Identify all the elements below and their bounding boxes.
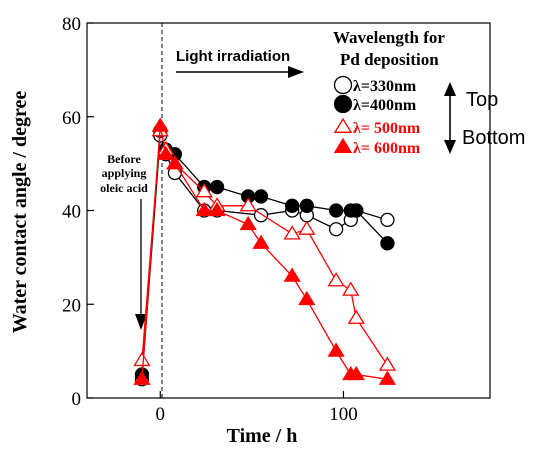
data-point xyxy=(208,201,226,217)
data-point xyxy=(151,117,169,132)
data-point xyxy=(239,197,257,212)
x-ticks: 0 100 xyxy=(156,391,358,425)
legend-title-line-2: Pd deposition xyxy=(340,50,439,69)
before-label-line-1: Before xyxy=(107,152,141,166)
data-point xyxy=(195,183,213,198)
x-axis-label: Time / h xyxy=(227,425,298,447)
x-tick-label: 100 xyxy=(329,404,358,425)
legend: Wavelength for Pd deposition λ=330nm λ=40… xyxy=(333,28,525,157)
order-label-top: Top xyxy=(466,89,498,111)
legend-marker xyxy=(333,75,353,95)
data-point xyxy=(380,212,395,228)
legend-title-line-1: Wavelength for xyxy=(333,28,445,47)
y-tick-label: 20 xyxy=(62,295,81,316)
data-point xyxy=(380,236,395,251)
data-point xyxy=(378,356,397,371)
light-irradiation-label: Light irradiation xyxy=(176,48,290,65)
legend-marker xyxy=(333,137,353,153)
x-tick-label: 0 xyxy=(156,404,166,425)
y-tick-label: 0 xyxy=(72,389,82,410)
data-point xyxy=(327,272,345,287)
legend-marker xyxy=(333,117,353,133)
data-point xyxy=(283,225,301,240)
series-layer xyxy=(133,117,397,387)
light-irradiation-arrow xyxy=(176,66,304,78)
before-label-line-2: applying xyxy=(102,166,147,180)
legend-label: λ=330nm xyxy=(353,78,417,95)
data-point xyxy=(298,220,316,235)
legend-label: λ= 500nm xyxy=(353,120,421,137)
data-point xyxy=(327,342,345,357)
legend-label: λ= 600nm xyxy=(353,140,421,157)
data-point xyxy=(347,365,365,381)
legend-entries: λ=330nm λ=400nm λ= 500nm λ= 600nm xyxy=(333,75,421,157)
data-point xyxy=(328,222,344,237)
data-point xyxy=(298,290,316,306)
data-point xyxy=(285,198,300,213)
data-point xyxy=(252,234,270,249)
data-point xyxy=(133,370,151,385)
order-arrow xyxy=(444,82,456,154)
data-point xyxy=(239,215,257,231)
series-4 xyxy=(133,117,397,385)
y-tick-label: 60 xyxy=(62,108,81,129)
data-point xyxy=(166,154,184,170)
y-tick-label: 80 xyxy=(62,14,81,35)
data-point xyxy=(253,189,269,204)
data-point xyxy=(157,145,175,160)
data-point xyxy=(378,370,397,385)
data-point xyxy=(328,203,344,218)
data-point xyxy=(283,267,301,282)
data-point xyxy=(209,179,225,195)
y-axis-label: Water contact angle / degree xyxy=(9,91,31,334)
y-tick-label: 40 xyxy=(62,202,81,223)
order-label-bottom: Bottom xyxy=(462,127,525,149)
before-arrow xyxy=(135,199,147,330)
data-point xyxy=(195,201,213,217)
data-point xyxy=(133,351,151,367)
before-label-line-3: oleic acid xyxy=(100,181,148,195)
data-point xyxy=(349,203,364,218)
data-point xyxy=(347,309,365,324)
data-point xyxy=(342,281,360,296)
legend-label: λ=400nm xyxy=(353,97,417,114)
y-ticks: 0 20 40 60 80 xyxy=(62,14,94,410)
legend-marker xyxy=(333,94,353,114)
data-point xyxy=(299,198,314,213)
